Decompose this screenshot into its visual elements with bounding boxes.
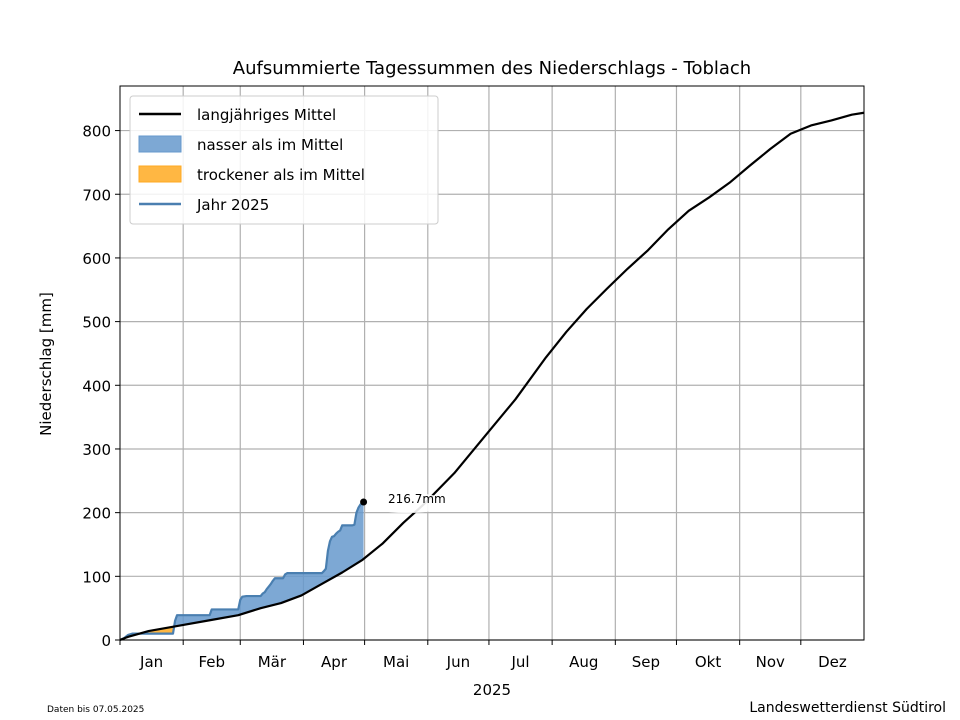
last-value-label: 216.7mm bbox=[388, 492, 446, 506]
y-axis: 0 100 200 300 400 500 600 700 800 bbox=[82, 123, 120, 650]
x-axis-label: 2025 bbox=[473, 681, 511, 699]
legend-label: trockener als im Mittel bbox=[197, 166, 365, 184]
chart-title: Aufsummierte Tagessummen des Niederschla… bbox=[233, 58, 751, 79]
y-tick-label: 200 bbox=[82, 505, 111, 523]
legend-label: nasser als im Mittel bbox=[197, 136, 343, 154]
series-line-mean bbox=[119, 111, 865, 642]
legend-patch-swatch bbox=[138, 165, 182, 183]
plot-frame bbox=[119, 85, 865, 641]
legend-label: langjähriges Mittel bbox=[197, 106, 336, 124]
month-label: Mär bbox=[258, 653, 287, 671]
source-credit: Landeswetterdienst Südtirol bbox=[749, 700, 946, 716]
y-tick-label: 700 bbox=[82, 186, 111, 204]
month-label: Nov bbox=[756, 653, 785, 671]
legend-box bbox=[129, 95, 439, 225]
legend-label: Jahr 2025 bbox=[196, 196, 269, 214]
y-tick-label: 0 bbox=[101, 632, 111, 650]
last-value-annotation: 216.7mm bbox=[360, 492, 449, 513]
legend-patch-swatch bbox=[138, 135, 182, 153]
data-date-note: Daten bis 07.05.2025 bbox=[47, 705, 144, 715]
wetter-area bbox=[174, 502, 364, 627]
annotation-backdrop bbox=[364, 493, 449, 513]
month-label: Feb bbox=[198, 653, 225, 671]
y-tick-label: 100 bbox=[82, 568, 111, 586]
month-label: Jun bbox=[446, 653, 470, 671]
series-line-2025 bbox=[119, 501, 365, 641]
series-lines bbox=[119, 111, 865, 642]
month-label: Okt bbox=[695, 653, 721, 671]
y-tick-label: 800 bbox=[82, 123, 111, 141]
y-axis-label: Niederschlag [mm] bbox=[37, 292, 55, 436]
legend: langjähriges Mittel nasser als im Mittel t… bbox=[129, 95, 439, 225]
x-axis: Jan Feb Mär Apr Mai Jun Jul Aug Sep Okt Nov Dez bbox=[119, 640, 847, 671]
y-tick-label: 300 bbox=[82, 441, 111, 459]
month-label: Jul bbox=[510, 653, 529, 671]
month-label: Sep bbox=[632, 653, 660, 671]
month-label: Jan bbox=[139, 653, 163, 671]
y-tick-label: 600 bbox=[82, 250, 111, 268]
month-label: Dez bbox=[818, 653, 847, 671]
month-label: Apr bbox=[321, 653, 348, 671]
last-value-marker bbox=[360, 498, 368, 506]
y-tick-label: 400 bbox=[82, 377, 111, 395]
y-tick-label: 500 bbox=[82, 314, 111, 332]
month-label: Aug bbox=[569, 653, 598, 671]
month-label: Mai bbox=[383, 653, 409, 671]
